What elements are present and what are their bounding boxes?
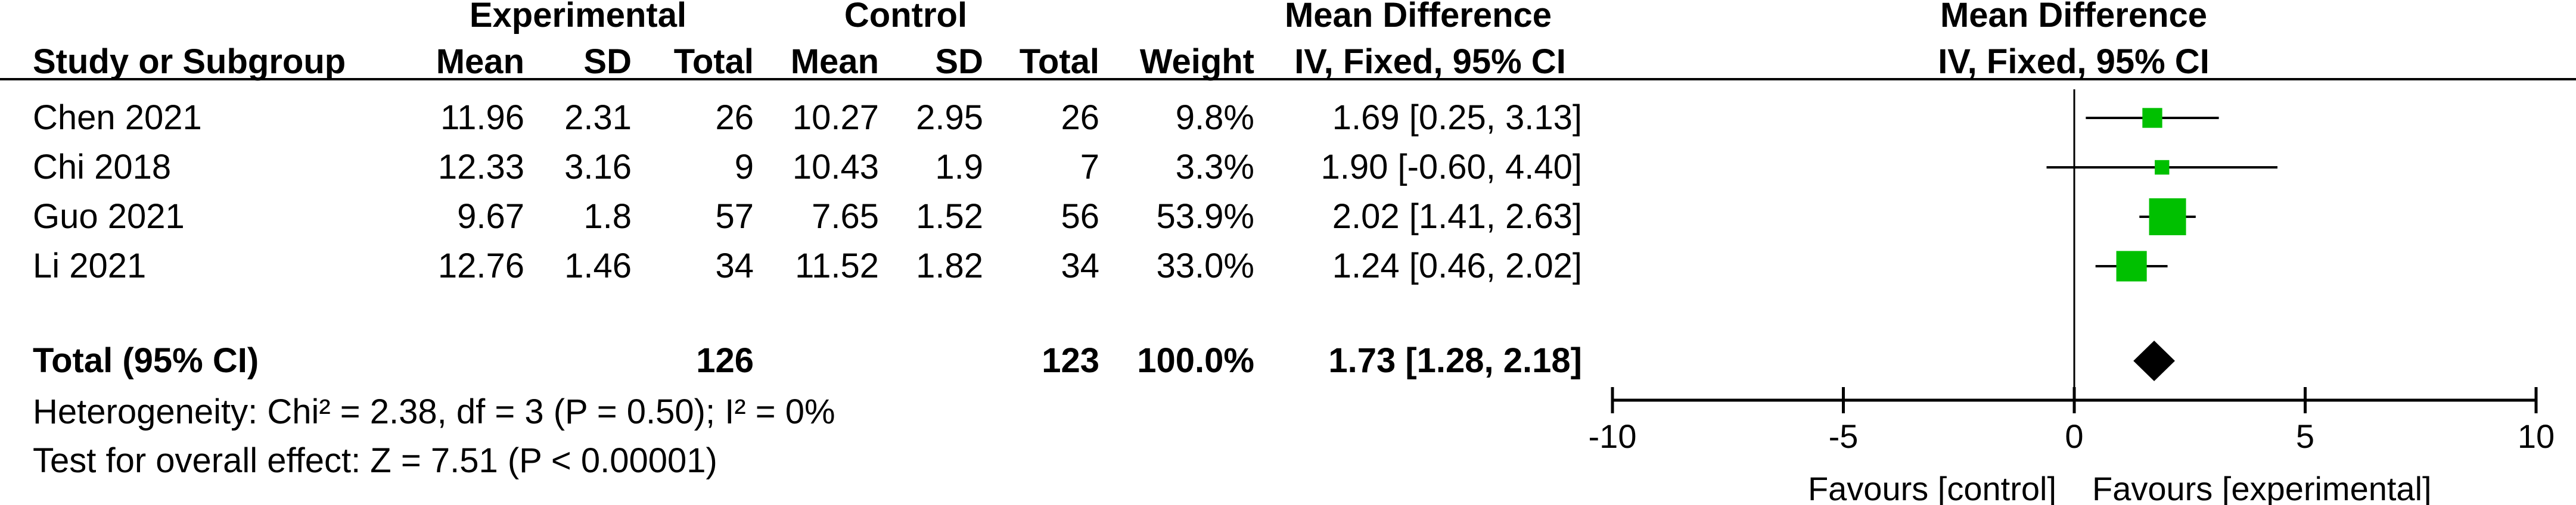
weight: 53.9% [1156,197,1254,236]
exp-mean: 12.33 [437,148,524,186]
col-exp-sd: SD [583,42,632,81]
header-mean-difference-plot: Mean Difference [1940,0,2208,35]
exp-total: 34 [715,247,754,285]
ctl-total: 7 [1080,148,1099,186]
ctl-total: 56 [1061,197,1099,236]
pooled-diamond [2133,341,2175,381]
ctl-sd: 2.95 [916,98,983,137]
header-experimental: Experimental [469,0,687,35]
total-weight: 100.0% [1137,341,1254,380]
total-label: Total (95% CI) [33,341,259,380]
study-name: Guo 2021 [33,197,185,236]
md-ci: 1.24 [0.46, 2.02] [1332,247,1582,285]
col-md-plot: IV, Fixed, 95% CI [1938,42,2210,81]
x-tick-label: -5 [1829,417,1859,455]
exp-sd: 3.16 [564,148,632,186]
ctl-sd: 1.82 [916,247,983,285]
effect-square [2149,198,2186,235]
header-mean-difference: Mean Difference [1284,0,1552,35]
exp-mean: 11.96 [440,98,524,137]
effect-square [2142,108,2162,128]
effect-square [2155,160,2170,175]
md-ci: 1.90 [-0.60, 4.40] [1320,148,1582,186]
total-md: 1.73 [1.28, 2.18] [1328,341,1582,380]
col-ctl-mean: Mean [790,42,879,81]
x-tick-label: 10 [2518,417,2555,455]
md-ci: 1.69 [0.25, 3.13] [1332,98,1582,137]
ctl-total: 34 [1061,247,1099,285]
col-md: IV, Fixed, 95% CI [1294,42,1566,81]
header-control: Control [844,0,968,35]
exp-total: 9 [734,148,754,186]
md-ci: 2.02 [1.41, 2.63] [1332,197,1582,236]
favours-experimental-label: Favours [experimental] [2092,470,2432,505]
exp-mean: 12.76 [437,247,524,285]
weight: 9.8% [1175,98,1254,137]
col-exp-mean: Mean [436,42,524,81]
total-ctl-total: 123 [1042,341,1099,380]
x-tick-label: 5 [2296,417,2314,455]
x-tick-label: -10 [1589,417,1637,455]
effect-square [2116,251,2147,282]
col-ctl-sd: SD [935,42,983,81]
col-ctl-total: Total [1019,42,1099,81]
ctl-mean: 10.43 [792,148,879,186]
ctl-mean: 11.52 [795,247,879,285]
total-exp-total: 126 [696,341,754,380]
ctl-sd: 1.52 [916,197,983,236]
overall-effect-text: Test for overall effect: Z = 7.51 (P < 0… [33,441,717,480]
col-study: Study or Subgroup [33,42,346,81]
exp-mean: 9.67 [457,197,524,236]
ctl-mean: 7.65 [812,197,879,236]
weight: 33.0% [1156,247,1254,285]
x-tick-label: 0 [2065,417,2083,455]
col-exp-total: Total [673,42,754,81]
study-name: Li 2021 [33,247,147,285]
ctl-sd: 1.9 [935,148,983,186]
exp-sd: 2.31 [564,98,632,137]
study-name: Chi 2018 [33,148,172,186]
heterogeneity-text: Heterogeneity: Chi² = 2.38, df = 3 (P = … [33,392,835,431]
favours-control-label: Favours [control] [1808,470,2056,505]
exp-total: 57 [715,197,754,236]
exp-sd: 1.46 [564,247,632,285]
ctl-mean: 10.27 [792,98,879,137]
exp-sd: 1.8 [583,197,632,236]
weight: 3.3% [1175,148,1254,186]
exp-total: 26 [715,98,754,137]
ctl-total: 26 [1061,98,1099,137]
study-name: Chen 2021 [33,98,202,137]
col-weight: Weight [1139,42,1254,81]
